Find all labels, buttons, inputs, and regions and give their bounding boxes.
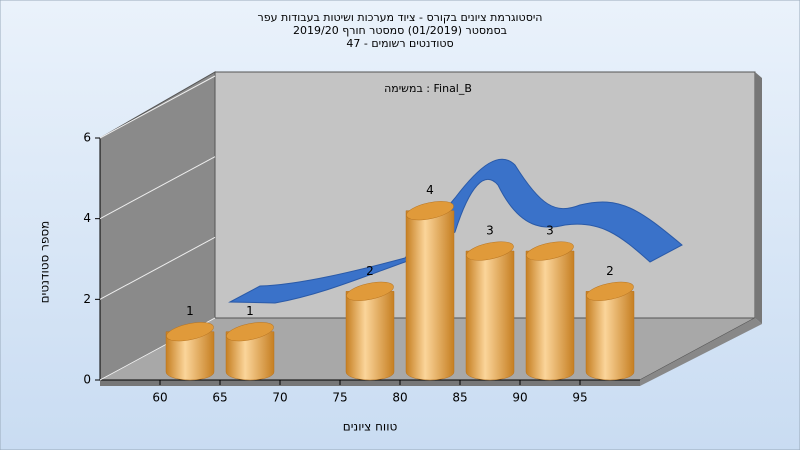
y-tick-label: 4 xyxy=(83,211,91,225)
chart-subtitle: סטודנטים רשומים - 47 xyxy=(346,37,453,50)
x-tick-label: 80 xyxy=(392,391,407,405)
bar xyxy=(345,291,395,381)
trend-ribbon xyxy=(228,158,683,304)
bar xyxy=(225,331,275,381)
bar xyxy=(405,210,455,381)
value-label: 2 xyxy=(606,264,614,278)
wall-edge xyxy=(755,72,762,324)
x-tick-label: 65 xyxy=(212,391,227,405)
y-tick-label: 2 xyxy=(83,292,91,306)
grid-line xyxy=(99,236,216,300)
bar xyxy=(525,250,575,381)
bar-top xyxy=(586,281,634,301)
value-label: 4 xyxy=(426,183,434,197)
grid-line xyxy=(99,75,216,139)
bar xyxy=(165,331,215,381)
chart-title: היסטוגרמת ציונים בקורס - ציוד מערכות ושי… xyxy=(258,11,543,24)
x-axis-label: טווח ציונים xyxy=(343,420,398,434)
bar-top xyxy=(346,281,394,301)
bar-top xyxy=(166,322,214,342)
annotation: במשימה : Final_B xyxy=(384,82,472,95)
x-tick-label: 70 xyxy=(272,391,287,405)
x-tick-label: 75 xyxy=(332,391,347,405)
value-label: 3 xyxy=(546,224,554,238)
value-label: 1 xyxy=(246,304,254,318)
floor-edge xyxy=(100,380,640,386)
x-tick-label: 60 xyxy=(152,391,167,405)
value-label: 1 xyxy=(186,304,194,318)
bar-top xyxy=(406,201,454,221)
grid-line xyxy=(99,156,216,220)
bar-top xyxy=(226,322,274,342)
value-label: 2 xyxy=(366,264,374,278)
x-tick-label: 85 xyxy=(452,391,467,405)
floor-side xyxy=(640,318,762,386)
x-tick-label: 95 xyxy=(572,391,587,405)
bar xyxy=(585,291,635,381)
value-label: 3 xyxy=(486,224,494,238)
y-axis-label: מספר סטודנטים xyxy=(38,221,52,304)
chart-subtitle: בסמסטר (01/2019) סמסטר חורף 2019/20 xyxy=(293,24,507,37)
bar xyxy=(465,250,515,381)
bar-top xyxy=(466,241,514,261)
y-tick-label: 0 xyxy=(83,373,91,387)
x-tick-label: 90 xyxy=(512,391,527,405)
y-tick-label: 6 xyxy=(83,131,91,145)
bar-top xyxy=(526,241,574,261)
